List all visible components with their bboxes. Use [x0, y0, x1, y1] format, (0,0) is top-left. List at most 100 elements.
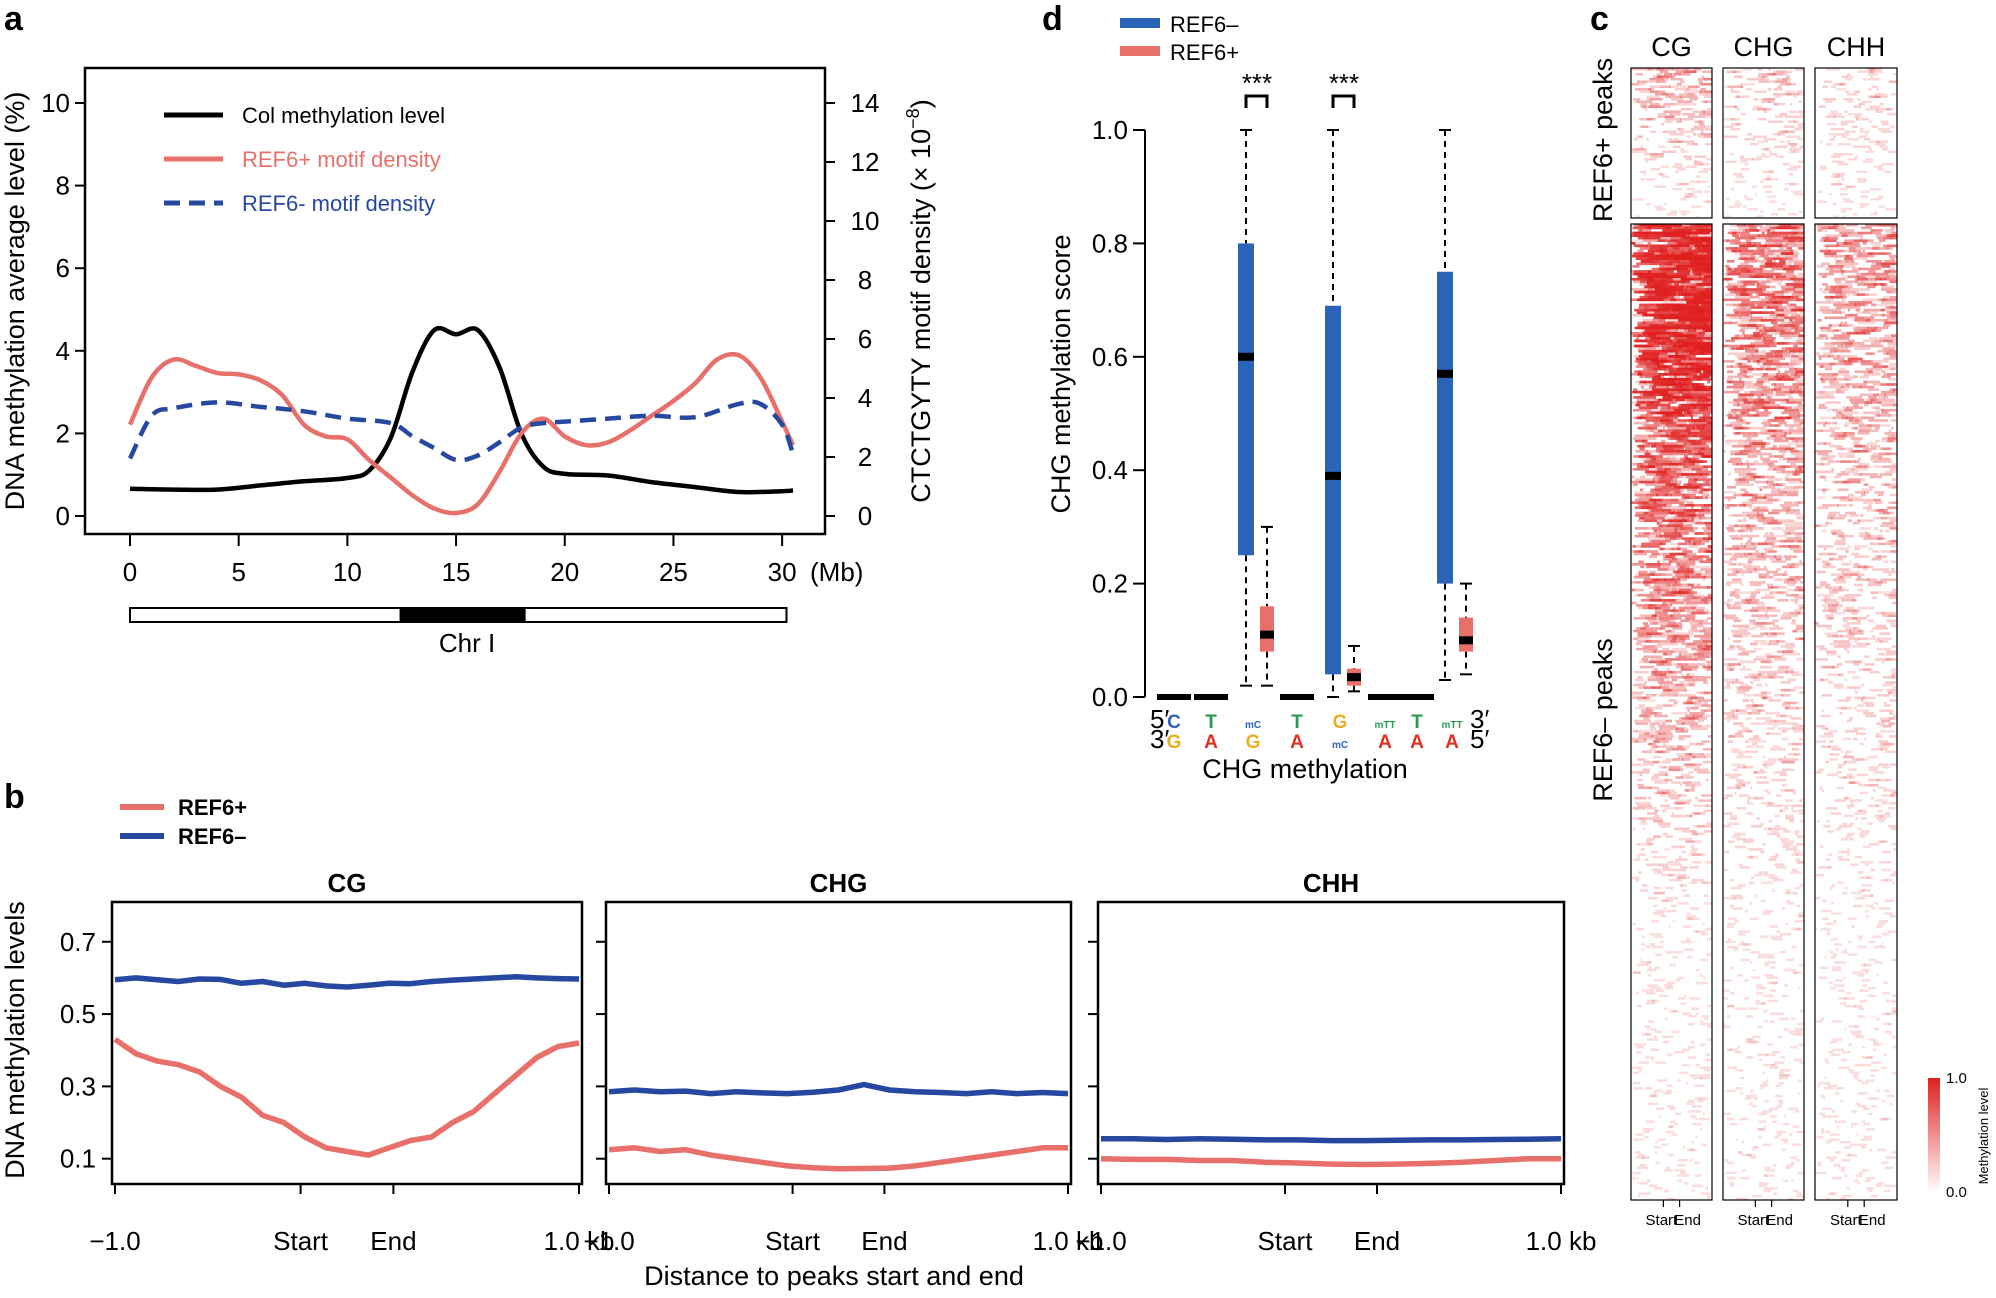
heatmap-cell — [1741, 650, 1756, 653]
heatmap-cell — [1840, 385, 1850, 389]
heatmap-cell — [1678, 652, 1683, 656]
heatmap-cell — [1679, 198, 1688, 201]
heatmap-cell — [1870, 360, 1889, 363]
heatmap-cell — [1631, 331, 1645, 335]
heatmap-cell — [1706, 480, 1709, 484]
heatmap-cell — [1633, 98, 1641, 101]
heatmap-cell — [1676, 439, 1688, 443]
heatmap-cell — [1705, 277, 1712, 281]
heatmap-cell — [1792, 804, 1804, 808]
heatmap-cell — [1731, 444, 1752, 448]
heatmap-cell — [1775, 115, 1784, 118]
heatmap-cell — [1848, 339, 1855, 343]
heatmap-cell — [1683, 701, 1694, 705]
heatmap-cell — [1781, 840, 1795, 843]
heatmap-cell — [1695, 796, 1698, 800]
heatmap-cell — [1731, 249, 1738, 253]
heatmap-cell — [1669, 210, 1678, 213]
heatmap-cell — [1798, 115, 1804, 118]
heatmap-cell — [1737, 362, 1743, 366]
heatmap-cell — [1660, 825, 1670, 828]
heatmap-cell — [1724, 868, 1728, 872]
heatmap-cell — [1845, 383, 1867, 386]
heatmap-cell — [1637, 504, 1667, 507]
heatmap-cell — [1758, 398, 1764, 402]
heatmap-cell — [1645, 483, 1676, 486]
heatmap-cell — [1685, 601, 1709, 605]
heatmap-cell — [1690, 830, 1698, 833]
heatmap-cell — [1797, 352, 1804, 355]
heatmap-cell — [1789, 578, 1795, 581]
heatmap-cell — [1642, 581, 1655, 584]
heatmap-cell — [1683, 295, 1701, 299]
heatmap-cell — [1686, 938, 1690, 941]
heatmap-cell — [1875, 262, 1897, 266]
heatmap-cell — [1671, 432, 1680, 435]
heatmap-cell — [1777, 1035, 1783, 1039]
heatmap-cell — [1677, 168, 1687, 171]
heatmap-cell — [1780, 83, 1786, 86]
heatmap-cell — [1732, 568, 1748, 571]
heatmap-cell — [1648, 573, 1673, 576]
heatmap-cell — [1649, 98, 1664, 101]
heatmap-cell — [1724, 658, 1738, 661]
heatmap-cell — [1784, 390, 1797, 394]
heatmap-cell — [1745, 740, 1749, 743]
heatmap-cell — [1769, 1012, 1774, 1016]
heatmap-cell — [1679, 118, 1694, 121]
heatmap-cell — [1689, 866, 1699, 869]
heatmap-cell — [1770, 935, 1782, 939]
heatmap-cell — [1696, 609, 1702, 612]
heatmap-cell — [1765, 719, 1771, 723]
heatmap-cell — [1775, 375, 1801, 379]
heatmap-cell — [1799, 560, 1802, 564]
heatmap-cell — [1871, 247, 1880, 250]
d-box-ref6-minus — [1325, 129, 1341, 698]
heatmap-cell — [1781, 342, 1804, 345]
heatmap-cell — [1825, 337, 1829, 340]
heatmap-cell — [1765, 393, 1792, 397]
heatmap-cell — [1834, 115, 1845, 118]
heatmap-cell — [1746, 812, 1754, 815]
heatmap-cell — [1881, 365, 1897, 368]
heatmap-cell — [1687, 642, 1708, 646]
heatmap-cell — [1761, 153, 1766, 156]
heatmap-cell — [1681, 758, 1691, 761]
heatmap-cell — [1750, 593, 1757, 597]
heatmap-cell — [1739, 794, 1750, 797]
heatmap-cell — [1765, 367, 1777, 371]
heatmap-cell — [1838, 411, 1841, 415]
heatmap-cell — [1687, 1022, 1695, 1026]
heatmap-cell — [1763, 1174, 1768, 1177]
heatmap-cell — [1749, 143, 1759, 146]
heatmap-cell — [1677, 128, 1681, 131]
heatmap-start-label: Start — [1738, 1212, 1771, 1229]
heatmap-cell — [1653, 740, 1660, 743]
heatmap-cell — [1643, 760, 1660, 764]
heatmap-cell — [1840, 270, 1859, 273]
heatmap-cell — [1677, 100, 1693, 103]
heatmap-cell — [1792, 727, 1804, 730]
heatmap-cell — [1767, 231, 1798, 235]
heatmap-cell — [1674, 234, 1683, 237]
heatmap-cell — [1648, 277, 1651, 281]
heatmap-cell — [1739, 155, 1744, 158]
d-box-ref6-minus — [1238, 129, 1254, 687]
heatmap-cell — [1733, 619, 1742, 623]
heatmap-cell — [1739, 378, 1742, 381]
heatmap-cell — [1638, 455, 1663, 458]
heatmap-cell — [1751, 709, 1766, 712]
heatmap-cell — [1799, 421, 1804, 425]
heatmap-cell — [1707, 347, 1712, 350]
heatmap-cell — [1677, 568, 1694, 571]
b-x-tick-label: End — [370, 1226, 416, 1256]
heatmap-cell — [1738, 932, 1746, 936]
heatmap-cell — [1668, 501, 1684, 504]
heatmap-cell — [1789, 432, 1804, 435]
heatmap-cell — [1790, 103, 1793, 106]
heatmap-cell — [1640, 599, 1663, 602]
b-line-ref6-minus — [608, 1081, 1069, 1097]
heatmap-cell — [1785, 814, 1794, 818]
heatmap-cell — [1681, 1063, 1689, 1067]
